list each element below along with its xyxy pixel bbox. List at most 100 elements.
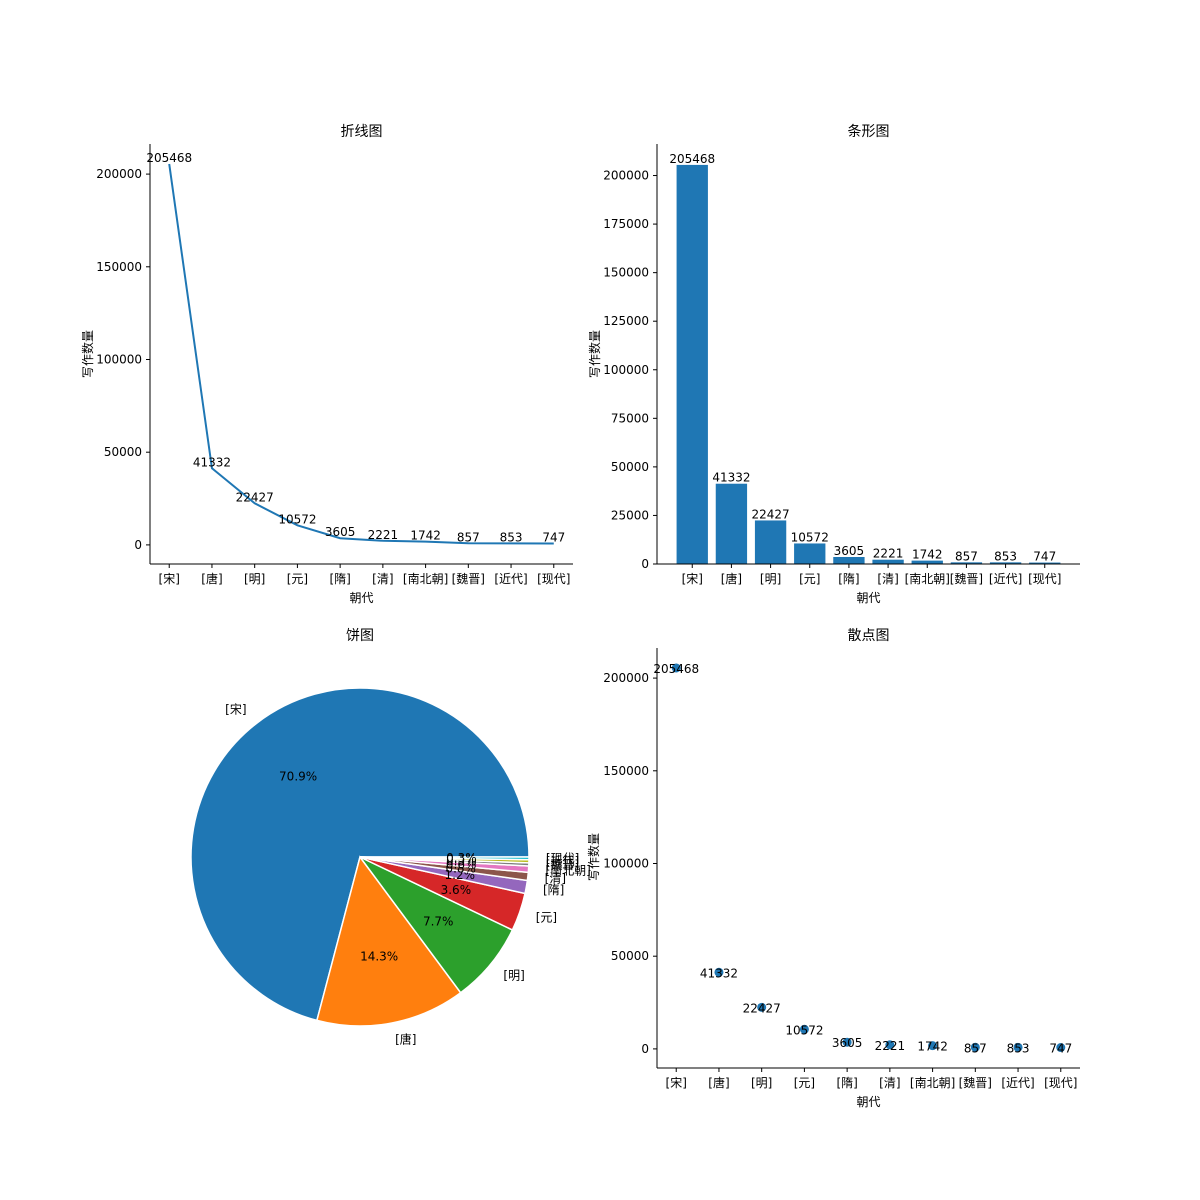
data-label-9: 747 bbox=[542, 531, 565, 545]
bar-2 bbox=[754, 520, 787, 564]
y-tick-label: 200000 bbox=[96, 167, 142, 181]
x-axis-label: 朝代 bbox=[856, 591, 880, 605]
x-tick-label: [南北朝] bbox=[403, 571, 448, 586]
data-label-7: 857 bbox=[457, 530, 480, 544]
y-tick-label: 150000 bbox=[603, 266, 649, 280]
pie-pct-1: 14.3% bbox=[360, 950, 398, 964]
x-tick-label: [明] bbox=[760, 572, 781, 586]
x-tick-label: [近代] bbox=[494, 572, 527, 586]
y-tick-label: 50000 bbox=[104, 445, 142, 459]
x-tick-label: [隋] bbox=[836, 1076, 857, 1090]
data-label-1: 41332 bbox=[712, 471, 750, 485]
bar-1 bbox=[715, 483, 748, 564]
bar-9 bbox=[1029, 562, 1061, 564]
x-axis-label: 朝代 bbox=[856, 1095, 880, 1109]
bar-4 bbox=[833, 556, 865, 564]
data-label-9: 747 bbox=[1049, 1042, 1072, 1056]
data-label-6: 1742 bbox=[410, 529, 441, 543]
data-label-4: 3605 bbox=[834, 544, 865, 558]
scatter-point-5 bbox=[885, 1040, 895, 1050]
y-tick-label: 0 bbox=[641, 557, 649, 571]
x-tick-label: [元] bbox=[799, 572, 820, 586]
y-tick-label: 100000 bbox=[603, 363, 649, 377]
x-tick-label: [唐] bbox=[721, 571, 742, 586]
y-tick-label: 150000 bbox=[603, 764, 649, 778]
chart-title: 散点图 bbox=[848, 628, 890, 644]
scatter-point-4 bbox=[842, 1037, 852, 1047]
x-tick-label: [现代] bbox=[537, 572, 570, 586]
scatter-point-7 bbox=[970, 1042, 980, 1052]
y-tick-label: 200000 bbox=[603, 671, 649, 685]
data-label-1: 41332 bbox=[700, 966, 738, 980]
data-label-8: 853 bbox=[994, 549, 1017, 563]
pie-slice-0 bbox=[190, 687, 530, 1022]
data-label-6: 1742 bbox=[912, 548, 943, 562]
bar-3 bbox=[794, 543, 826, 564]
data-label-3: 10572 bbox=[785, 1023, 823, 1037]
pie-ylabel: 写作数量 bbox=[586, 833, 601, 881]
pie-label-0: [宋] bbox=[225, 702, 246, 717]
x-tick-label: [魏晋] bbox=[959, 1075, 992, 1090]
data-label-3: 10572 bbox=[278, 512, 316, 526]
pie-pct-9: 0.3% bbox=[446, 851, 477, 865]
scatter-point-8 bbox=[1013, 1042, 1023, 1052]
x-tick-label: [宋] bbox=[682, 571, 703, 586]
data-label-7: 857 bbox=[955, 549, 978, 563]
bar-8 bbox=[989, 562, 1022, 564]
pie-label-8: [近代] bbox=[546, 855, 579, 869]
data-label-8: 853 bbox=[1007, 1041, 1030, 1055]
y-tick-label: 75000 bbox=[611, 411, 649, 425]
bar-7 bbox=[950, 562, 983, 564]
pie-label-4: [隋] bbox=[543, 883, 564, 897]
x-tick-label: [隋] bbox=[329, 572, 350, 586]
data-label-4: 3605 bbox=[832, 1036, 863, 1050]
data-label-0: 205468 bbox=[146, 151, 192, 165]
data-label-2: 22427 bbox=[751, 507, 789, 521]
bar-0 bbox=[676, 164, 708, 565]
pie-label-7: [魏晋] bbox=[546, 857, 579, 872]
x-tick-label: [元] bbox=[287, 572, 308, 586]
y-tick-label: 0 bbox=[641, 1042, 649, 1056]
series-line bbox=[168, 163, 554, 545]
scatter-point-0 bbox=[671, 663, 681, 673]
y-tick-label: 100000 bbox=[603, 856, 649, 870]
x-tick-label: [清] bbox=[879, 1076, 900, 1090]
pie-slice-1 bbox=[315, 855, 462, 1027]
data-label-9: 747 bbox=[1033, 550, 1056, 564]
data-label-2: 22427 bbox=[743, 1001, 781, 1015]
x-tick-label: [清] bbox=[877, 572, 898, 586]
data-label-4: 3605 bbox=[325, 525, 356, 539]
pie-pct-0: 70.9% bbox=[279, 770, 317, 784]
scatter-chart: 散点图 205468 41332 22427 10572 3605 2221 1742 857 8… bbox=[603, 628, 1080, 1109]
pie-label-3: [元] bbox=[536, 911, 557, 925]
chart-title: 折线图 bbox=[341, 124, 383, 140]
scatter-point-2 bbox=[757, 1002, 767, 1012]
scatter-point-9 bbox=[1056, 1043, 1066, 1053]
x-tick-label: [元] bbox=[794, 1076, 815, 1090]
data-label-0: 205468 bbox=[653, 662, 699, 676]
x-tick-label: [明] bbox=[244, 572, 265, 586]
data-label-0: 205468 bbox=[669, 152, 715, 166]
y-tick-label: 175000 bbox=[603, 217, 649, 231]
chart-title: 条形图 bbox=[848, 123, 890, 140]
pie-pct-2: 7.7% bbox=[423, 915, 454, 929]
y-tick-label: 50000 bbox=[611, 949, 649, 963]
y-tick-label: 150000 bbox=[96, 260, 142, 274]
y-tick-label: 0 bbox=[134, 538, 142, 552]
data-label-1: 41332 bbox=[193, 455, 231, 469]
x-tick-label: [隋] bbox=[838, 572, 859, 586]
line-chart: 折线图 205468 41332 22427 10572 3605 2221 1742 857 8… bbox=[80, 124, 573, 605]
bar-5 bbox=[872, 559, 904, 564]
pie-pct-3: 3.6% bbox=[441, 883, 472, 897]
x-tick-label: [唐] bbox=[201, 571, 222, 586]
data-label-5: 2221 bbox=[873, 547, 904, 561]
data-label-8: 853 bbox=[500, 530, 523, 544]
y-axis-label: 写作数量 bbox=[587, 330, 602, 378]
pie-pct-8: 0.3% bbox=[446, 853, 477, 867]
x-tick-label: [近代] bbox=[1001, 1076, 1034, 1090]
chart-title: 饼图 bbox=[346, 628, 374, 644]
pie-slice-9 bbox=[359, 856, 530, 861]
y-tick-label: 125000 bbox=[603, 314, 649, 328]
y-axis-label: 写作数量 bbox=[80, 330, 95, 378]
